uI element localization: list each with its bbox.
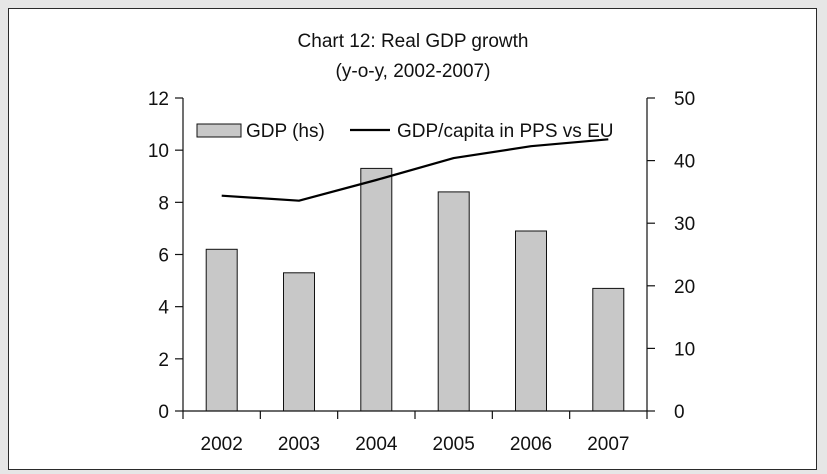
bar-gdp-2002 bbox=[205, 248, 238, 412]
y-right-tick-label: 40 bbox=[674, 152, 695, 173]
line-gdp-per-capita bbox=[221, 138, 609, 202]
x-tick-label: 2004 bbox=[355, 434, 398, 455]
bar-gdp-2007 bbox=[592, 287, 625, 412]
legend-label-gdp-per-capita: GDP/capita in PPS vs EU bbox=[397, 121, 613, 142]
bar-gdp-2006 bbox=[515, 230, 547, 412]
bar-gdp-2005 bbox=[437, 191, 470, 412]
x-tick-label: 2005 bbox=[433, 434, 475, 455]
chart-subtitle: (y-o-y, 2002-2007) bbox=[336, 61, 491, 82]
bar-gdp-2003 bbox=[283, 272, 315, 412]
x-tick-label: 2006 bbox=[510, 434, 552, 455]
y-left-tick-label: 8 bbox=[158, 193, 169, 214]
legend-label-gdp: GDP (hs) bbox=[246, 121, 325, 142]
y-left-tick-label: 12 bbox=[148, 89, 169, 110]
y-right-tick-label: 10 bbox=[674, 339, 695, 360]
y-left-tick-label: 10 bbox=[148, 141, 169, 162]
y-right-tick-label: 0 bbox=[674, 402, 685, 423]
y-left-tick-label: 4 bbox=[158, 298, 169, 319]
bar-gdp-2004 bbox=[360, 167, 393, 412]
chart-card bbox=[8, 8, 817, 470]
plot-area: 0 2 4 6 8 10 12 0 10 20 30 40 50 2002 2003 2004 2005 2006… bbox=[148, 89, 695, 455]
chart-title: Chart 12: Real GDP growth bbox=[298, 31, 529, 52]
y-right-tick-label: 20 bbox=[674, 277, 695, 298]
x-tick-label: 2007 bbox=[587, 434, 629, 455]
x-tick-label: 2003 bbox=[278, 434, 320, 455]
y-left-tick-label: 2 bbox=[158, 350, 169, 371]
y-left-tick-label: 0 bbox=[158, 402, 169, 423]
legend-swatch-gdp bbox=[196, 123, 242, 138]
y-right-tick-label: 30 bbox=[674, 214, 695, 235]
y-left-tick-label: 6 bbox=[158, 246, 169, 267]
x-tick-label: 2002 bbox=[201, 434, 243, 455]
y-right-tick-label: 50 bbox=[674, 89, 695, 110]
